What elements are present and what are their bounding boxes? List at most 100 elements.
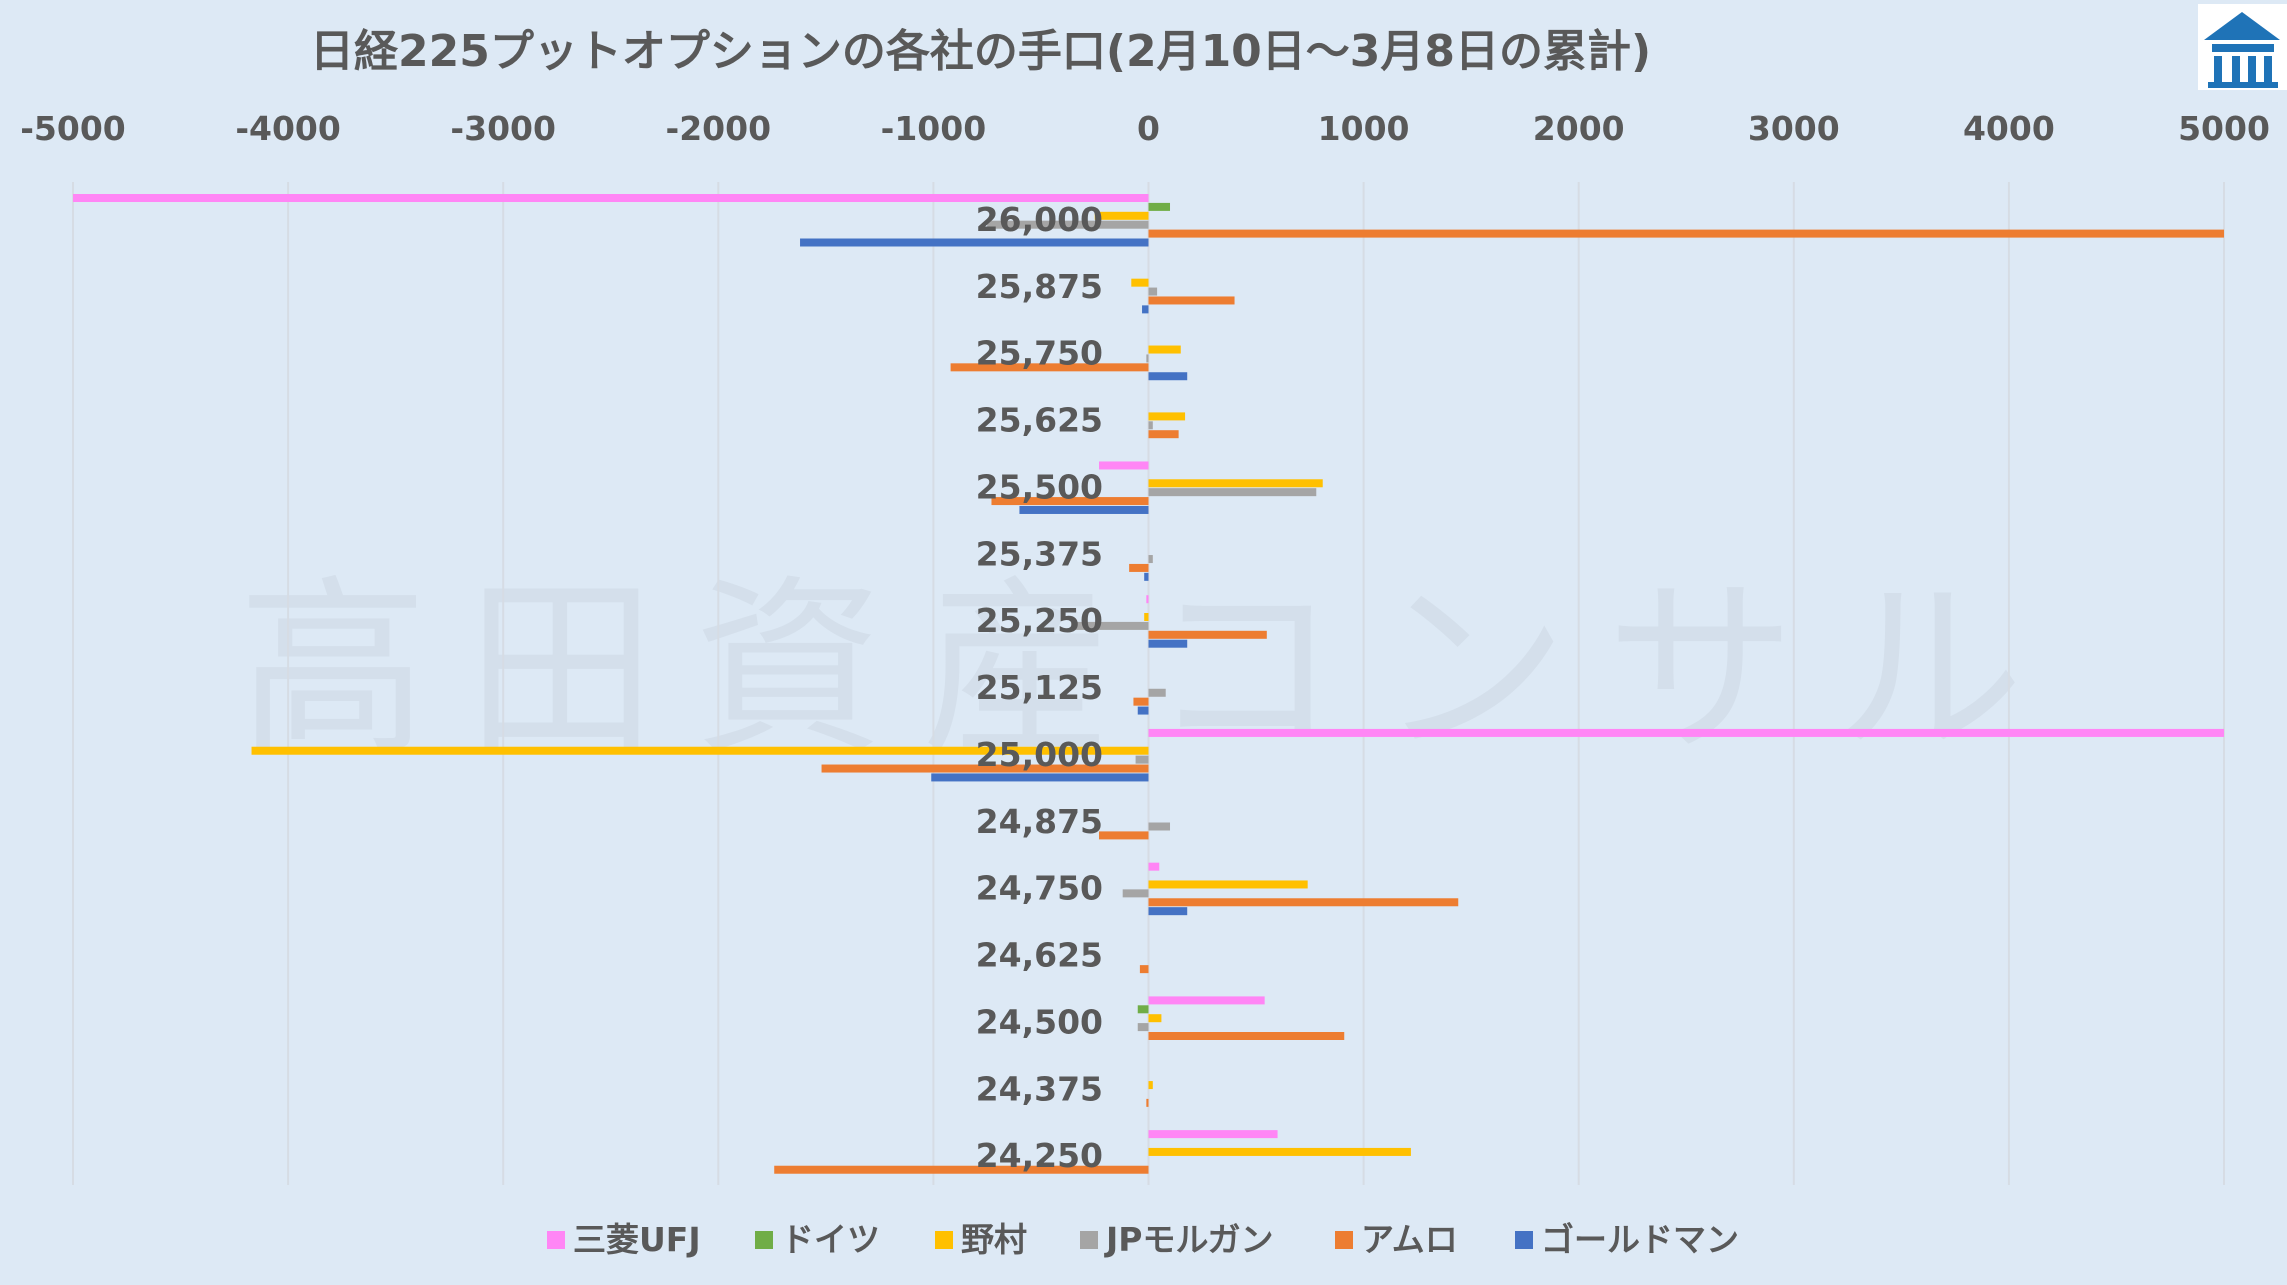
chart-title: 日経225プットオプションの各社の手口(2月10日～3月8日の累計) [310, 26, 1651, 77]
x-tick-label: 0 [1137, 109, 1160, 148]
bar-3-2 [1146, 354, 1149, 363]
bar-3-7 [1148, 688, 1166, 697]
bar-1-0 [1148, 202, 1171, 211]
legend-label-2: 野村 [961, 1220, 1027, 1259]
building-logo-icon [2198, 4, 2287, 90]
bar-3-5 [1148, 555, 1153, 564]
legend-label-3: JPモルガン [1104, 1220, 1273, 1259]
legend-swatch-4 [1335, 1231, 1353, 1249]
x-tick-label: 3000 [1748, 109, 1840, 148]
bar-0-8 [1148, 728, 2224, 737]
category-label: 25,500 [976, 467, 1103, 506]
bar-2-2 [1148, 345, 1181, 354]
bar-4-8 [821, 764, 1149, 773]
bar-2-14 [1148, 1147, 1411, 1156]
x-tick-label: -4000 [235, 109, 341, 148]
x-tick-label: 2000 [1533, 109, 1625, 148]
category-label: 25,250 [976, 601, 1103, 640]
legend-label-4: アムロ [1361, 1220, 1458, 1259]
category-label: 24,500 [976, 1002, 1103, 1041]
legend-swatch-1 [755, 1231, 773, 1249]
category-label: 24,375 [976, 1069, 1103, 1108]
category-label: 25,000 [976, 735, 1103, 774]
bar-4-0 [1148, 229, 2224, 238]
bar-4-1 [1148, 296, 1235, 305]
x-tick-label: -1000 [881, 109, 987, 148]
bar-3-4 [1148, 488, 1317, 497]
bar-5-1 [1142, 305, 1149, 314]
bar-5-5 [1144, 572, 1149, 581]
category-label: 25,375 [976, 534, 1103, 573]
legend-swatch-2 [935, 1231, 953, 1249]
bar-5-8 [931, 773, 1149, 782]
bar-3-0 [987, 220, 1149, 229]
legend-swatch-0 [547, 1231, 565, 1249]
legend-label-5: ゴールドマン [1541, 1220, 1739, 1259]
bar-5-10 [1148, 907, 1188, 916]
bar-3-1 [1148, 287, 1158, 296]
bar-3-3 [1148, 421, 1153, 430]
bar-5-2 [1148, 372, 1188, 381]
bars [73, 194, 2224, 1174]
category-label: 25,125 [976, 668, 1103, 707]
bar-5-4 [1019, 505, 1149, 514]
bar-0-6 [1146, 595, 1149, 604]
bar-0-4 [1099, 461, 1149, 470]
x-tick-label: -3000 [450, 109, 556, 148]
legend-swatch-5 [1515, 1231, 1533, 1249]
x-tick-label: -5000 [20, 109, 126, 148]
category-label: 25,625 [976, 401, 1103, 440]
bar-4-11 [1139, 965, 1149, 974]
bar-2-13 [1148, 1081, 1153, 1090]
bar-2-6 [1144, 613, 1149, 621]
bar-2-0 [1094, 211, 1149, 220]
category-label: 24,875 [976, 802, 1103, 841]
bar-3-6 [1071, 621, 1149, 630]
bar-4-5 [1129, 563, 1149, 572]
bar-0-0 [73, 194, 1149, 202]
bar-2-12 [1148, 1014, 1162, 1023]
legend-swatch-3 [1080, 1231, 1098, 1249]
bar-1-12 [1137, 1005, 1149, 1014]
bar-4-7 [1133, 697, 1149, 706]
x-tick-label: 5000 [2178, 109, 2270, 148]
bar-5-7 [1137, 706, 1149, 715]
bar-2-10 [1148, 880, 1308, 889]
bar-2-4 [1148, 479, 1323, 488]
bar-4-9 [1099, 831, 1149, 840]
bar-4-4 [991, 497, 1149, 506]
bar-4-2 [950, 363, 1149, 372]
bar-4-3 [1148, 430, 1179, 439]
bar-5-6 [1148, 639, 1188, 648]
bar-5-0 [800, 238, 1149, 247]
bar-3-8 [1135, 755, 1149, 764]
bar-0-14 [1148, 1130, 1278, 1139]
bar-3-9 [1148, 822, 1171, 831]
category-label: 25,875 [976, 267, 1103, 306]
x-tick-label: 4000 [1963, 109, 2055, 148]
bar-0-10 [1148, 862, 1160, 871]
bar-3-12 [1137, 1023, 1149, 1032]
bar-2-8 [251, 746, 1149, 755]
bar-4-13 [1146, 1098, 1149, 1107]
bar-2-1 [1131, 278, 1149, 287]
bar-4-14 [774, 1165, 1149, 1174]
category-label: 26,000 [976, 200, 1103, 239]
category-label: 25,750 [976, 334, 1103, 373]
bar-4-6 [1148, 630, 1267, 639]
x-axis: -5000 -4000 -3000 -2000 -1000 0 1000 2000 3000 40… [20, 109, 2270, 148]
bar-4-12 [1148, 1032, 1345, 1040]
category-label: 24,625 [976, 936, 1103, 975]
x-tick-label: 1000 [1318, 109, 1410, 148]
legend: 三菱UFJ ドイツ 野村 JPモルガン アムロ ゴールドマン [547, 1220, 1739, 1259]
x-tick-label: -2000 [666, 109, 772, 148]
legend-label-1: ドイツ [781, 1220, 880, 1259]
gridlines [72, 182, 2225, 1185]
category-label: 24,750 [976, 869, 1103, 908]
bar-0-12 [1148, 996, 1265, 1005]
bar-3-10 [1122, 889, 1149, 898]
bar-4-10 [1148, 898, 1459, 907]
legend-label-0: 三菱UFJ [573, 1220, 701, 1259]
bar-2-3 [1148, 412, 1186, 421]
